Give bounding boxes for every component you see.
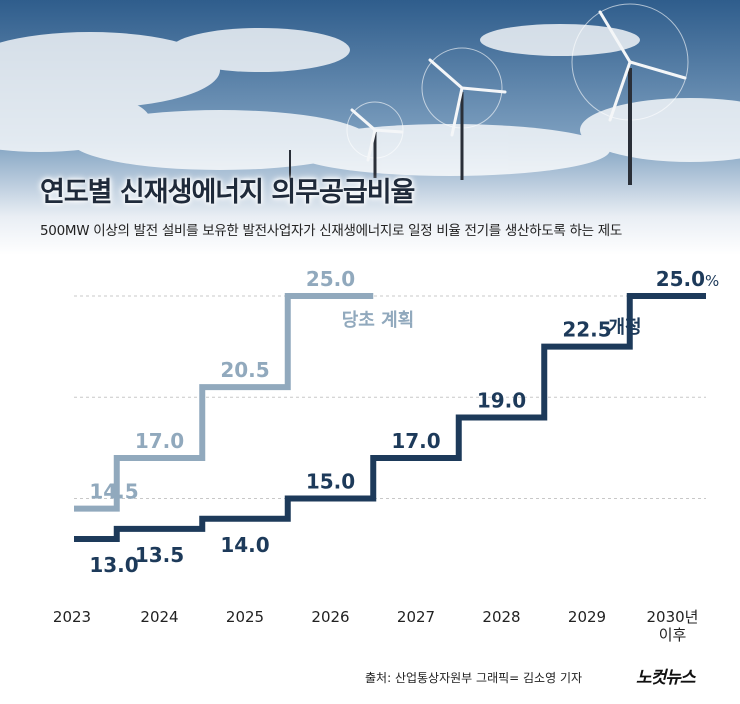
x-tick-label: 2023 xyxy=(53,608,91,626)
data-label-original: 20.5 xyxy=(220,358,269,382)
data-label-original: 25.0 xyxy=(306,267,355,291)
x-tick-label: 2024 xyxy=(140,608,178,626)
data-label-revised: 17.0 xyxy=(391,429,440,453)
x-tick-label: 2025 xyxy=(226,608,264,626)
data-label-original: 17.0 xyxy=(135,429,184,453)
series-line-original xyxy=(74,293,374,512)
x-tick-label: 2026 xyxy=(311,608,349,626)
publisher-logo: 노컷뉴스 xyxy=(636,668,696,688)
x-tick-label: 2028 xyxy=(482,608,520,626)
data-label-revised: 13.0 xyxy=(89,553,138,577)
data-label-original: 14.5 xyxy=(89,480,138,504)
data-label-revised: 25.0% xyxy=(656,267,720,291)
data-label-revised: 19.0 xyxy=(477,389,526,413)
data-label-revised: 14.0 xyxy=(220,533,269,557)
series-name-original: 당초 계획 xyxy=(342,310,415,331)
data-label-revised: 22.5 xyxy=(562,318,611,342)
x-tick-label: 2030년 이후 xyxy=(647,608,699,644)
series-name-revised: 개정 xyxy=(608,317,641,338)
data-label-revised: 13.5 xyxy=(135,543,184,567)
source-credit: 출처: 산업통상자원부 그래픽= 김소영 기자 xyxy=(365,671,583,685)
chart-subtitle: 500MW 이상의 발전 설비를 보유한 발전사업자가 신재생에너지로 일정 비… xyxy=(40,223,622,239)
chart-title: 연도별 신재생에너지 의무공급비율 xyxy=(40,177,415,208)
wind-turbine-banner xyxy=(0,0,740,255)
x-tick-label: 2029 xyxy=(568,608,606,626)
series-line-revised xyxy=(74,293,706,542)
x-tick-label: 2027 xyxy=(397,608,435,626)
data-label-revised: 15.0 xyxy=(306,470,355,494)
